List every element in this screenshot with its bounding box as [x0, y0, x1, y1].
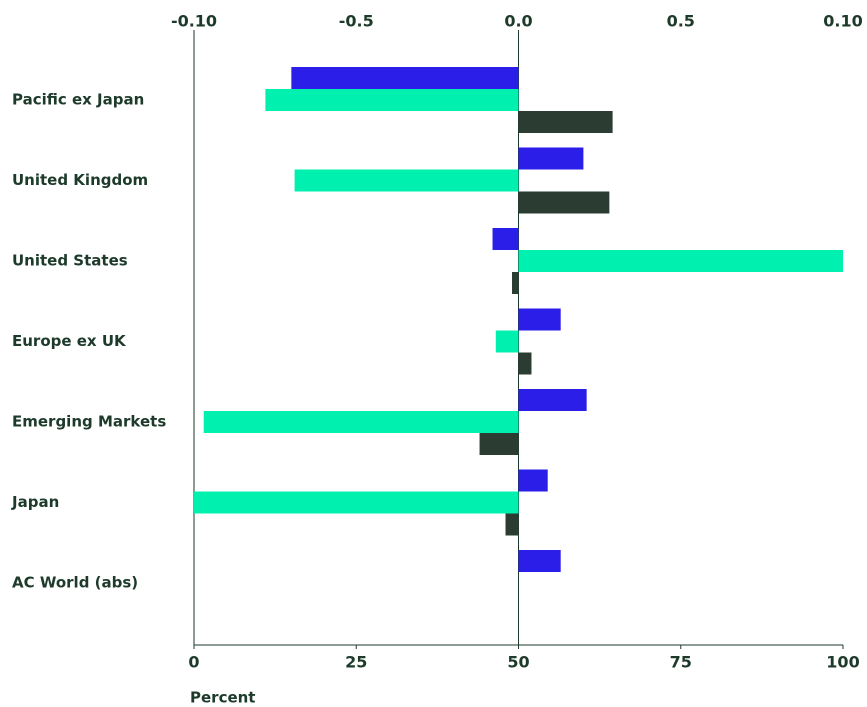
bar — [512, 272, 519, 294]
bar — [294, 169, 519, 192]
bottom-tick-label: 100 — [826, 653, 859, 672]
bar — [479, 433, 519, 455]
bar — [495, 330, 519, 353]
category-label: AC World (abs) — [12, 574, 138, 592]
bar — [518, 308, 561, 331]
category-label: Europe ex UK — [12, 332, 127, 350]
bar — [518, 191, 610, 214]
bottom-tick-label: 0 — [188, 653, 199, 672]
bar — [291, 67, 519, 89]
bar — [518, 389, 587, 411]
top-tick-label: -0.10 — [171, 12, 217, 31]
category-label: United Kingdom — [12, 171, 148, 189]
bar — [518, 469, 548, 492]
category-label: Emerging Markets — [12, 413, 166, 431]
bar — [518, 352, 532, 375]
x-axis-label: Percent — [190, 689, 255, 707]
category-label: Pacific ex Japan — [12, 91, 144, 109]
bar — [194, 491, 519, 514]
top-tick-label: -0.5 — [339, 12, 374, 31]
bar — [265, 89, 519, 111]
bar — [492, 228, 519, 250]
bar — [505, 513, 519, 536]
bar — [203, 411, 519, 433]
bottom-tick-label: 75 — [670, 653, 692, 672]
category-label: United States — [12, 252, 128, 270]
bar — [518, 111, 613, 133]
top-tick-label: 0.5 — [667, 12, 695, 31]
bottom-tick-label: 25 — [345, 653, 367, 672]
top-tick-label: 0.0 — [504, 12, 532, 31]
category-label: Japan — [11, 493, 59, 511]
bar — [518, 250, 843, 272]
bar — [518, 147, 584, 170]
top-tick-label: 0.10 — [823, 12, 862, 31]
bar — [518, 550, 561, 572]
bottom-tick-label: 50 — [507, 653, 529, 672]
